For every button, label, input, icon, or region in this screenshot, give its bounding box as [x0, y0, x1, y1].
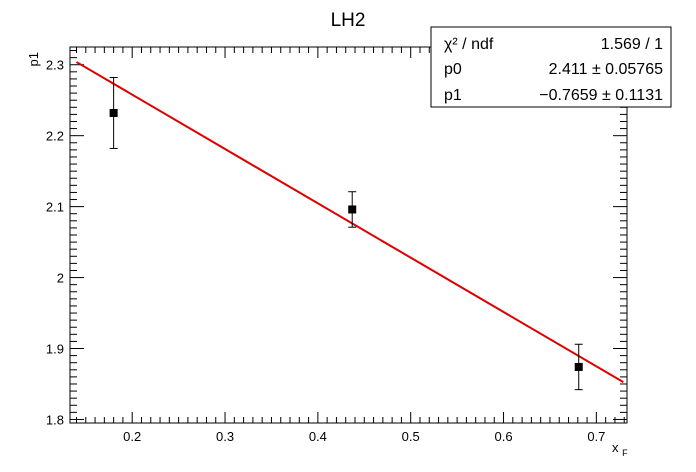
y-tick-label: 2.2: [46, 129, 64, 144]
stats-chi2-label: χ² / ndf: [444, 36, 494, 53]
y-axis-label: p1: [26, 52, 41, 66]
y-tick-label: 2.3: [46, 58, 64, 73]
x-tick-label: 0.2: [123, 429, 141, 444]
x-axis-label-subscript: F: [622, 448, 628, 458]
y-tick-label: 1.8: [46, 412, 64, 427]
axis-ticks: 0.2 0.3 0.4 0.5 0.6 0.7 1.8 1.9 2 2.1 2.2 2.3: [46, 47, 627, 444]
x-tick-label: 0.3: [216, 429, 234, 444]
x-tick-label: 0.7: [587, 429, 605, 444]
x-tick-label: 0.6: [494, 429, 512, 444]
data-points: [109, 77, 583, 391]
data-point: [348, 205, 357, 214]
x-tick-label: 0.5: [402, 429, 420, 444]
stats-box: χ² / ndf 1.569 / 1 p0 2.411 ± 0.05765 p1…: [430, 26, 672, 108]
fit-line: [75, 61, 624, 383]
x-axis-label: x F: [612, 440, 628, 458]
y-tick-label: 2: [57, 271, 64, 286]
data-point: [109, 108, 118, 117]
stats-box-frame: [430, 26, 672, 108]
x-axis-label-main: x: [612, 440, 619, 455]
stats-p1-label: p1: [444, 87, 462, 104]
fit-layer: [75, 61, 624, 383]
data-point: [574, 362, 583, 371]
stats-p1-value: −0.7659 ± 0.1131: [539, 87, 663, 104]
y-tick-label: 1.9: [46, 342, 64, 357]
y-tick-label: 2.1: [46, 200, 64, 215]
stats-p0-label: p0: [444, 61, 462, 78]
stats-chi2-value: 1.569 / 1: [601, 36, 663, 53]
x-tick-label: 0.4: [309, 429, 327, 444]
stats-p0-value: 2.411 ± 0.05765: [549, 61, 663, 78]
chart-title: LH2: [331, 10, 366, 31]
